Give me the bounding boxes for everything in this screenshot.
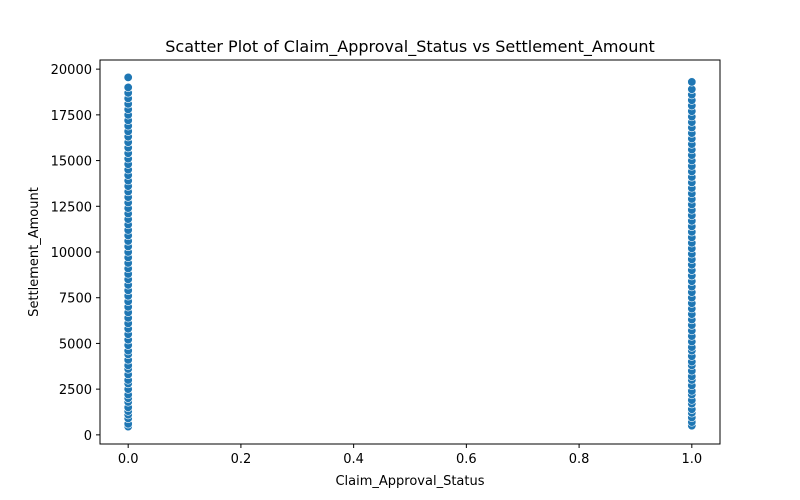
- data-points: [123, 72, 697, 432]
- data-point: [123, 82, 133, 92]
- y-tick-label: 12500: [51, 200, 92, 215]
- y-tick-label: 17500: [51, 109, 92, 124]
- y-tick-label: 15000: [51, 155, 92, 170]
- x-axis: 0.0 0.2 0.4 0.6 0.8 1.0: [118, 444, 702, 467]
- y-tick-label: 10000: [51, 246, 92, 261]
- y-tick-label: 0: [84, 429, 92, 444]
- data-point: [687, 77, 697, 87]
- plot-frame: [99, 59, 721, 445]
- data-point: [123, 72, 133, 82]
- x-tick-label: 0.0: [118, 452, 139, 467]
- y-axis: 0 2500 5000 7500 10000 12500 15000 17500 20000: [51, 63, 100, 444]
- chart-title: Scatter Plot of Claim_Approval_Status vs…: [165, 37, 655, 57]
- x-tick-label: 0.4: [343, 452, 364, 467]
- x-axis-title: Claim_Approval_Status: [335, 474, 484, 489]
- x-tick-label: 0.8: [569, 452, 590, 467]
- x-tick-label: 0.6: [456, 452, 477, 467]
- y-tick-label: 20000: [51, 63, 92, 78]
- x-tick-label: 0.2: [231, 452, 252, 467]
- y-axis-title: Settlement_Amount: [27, 187, 42, 317]
- x-tick-label: 1.0: [681, 452, 702, 467]
- y-tick-label: 7500: [59, 292, 92, 307]
- y-tick-label: 2500: [59, 383, 92, 398]
- y-tick-label: 5000: [59, 337, 92, 352]
